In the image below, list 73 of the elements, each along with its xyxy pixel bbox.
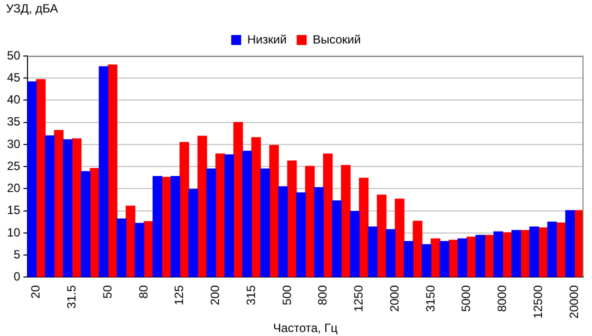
bar bbox=[108, 64, 118, 278]
x-tick-label: 800 bbox=[316, 284, 330, 306]
y-tick-label: 25 bbox=[6, 158, 21, 173]
bar bbox=[98, 66, 108, 278]
bar bbox=[368, 226, 378, 278]
x-tick-label: 2000 bbox=[387, 284, 402, 312]
y-tick-label: 5 bbox=[14, 247, 21, 262]
bar bbox=[36, 79, 46, 278]
bar bbox=[180, 142, 190, 278]
bar bbox=[511, 230, 522, 278]
x-tick-label: 315 bbox=[244, 284, 258, 306]
x-tick-label: 8000 bbox=[495, 284, 510, 312]
bar bbox=[242, 150, 252, 278]
x-tick-label: 200 bbox=[208, 284, 222, 306]
bar bbox=[233, 122, 243, 278]
bar bbox=[565, 210, 575, 278]
bar bbox=[44, 135, 55, 278]
bar bbox=[296, 192, 306, 278]
legend-label: Высокий bbox=[312, 32, 361, 46]
y-tick-label: 40 bbox=[6, 92, 21, 107]
bar bbox=[547, 222, 557, 278]
x-tick-label: 5000 bbox=[459, 284, 474, 312]
bar bbox=[278, 186, 288, 278]
bar bbox=[422, 244, 432, 278]
y-tick-label: 45 bbox=[6, 70, 21, 84]
bar bbox=[358, 178, 369, 278]
bar bbox=[152, 176, 162, 278]
x-tick-label: 20000 bbox=[566, 284, 581, 319]
x-axis-title: Частота, Гц bbox=[273, 321, 338, 336]
x-tick-label: 50 bbox=[100, 284, 114, 299]
bar bbox=[493, 231, 504, 278]
x-tick-label: 125 bbox=[172, 284, 186, 306]
y-tick-label: 30 bbox=[6, 136, 21, 151]
bar bbox=[188, 188, 198, 278]
y-tick-label: 35 bbox=[6, 114, 21, 129]
x-tick-label: 500 bbox=[280, 284, 294, 306]
bar bbox=[314, 187, 324, 278]
y-tick-label: 0 bbox=[14, 270, 21, 284]
bar bbox=[404, 241, 414, 278]
bar bbox=[332, 200, 342, 278]
bar bbox=[376, 194, 386, 278]
bar bbox=[206, 168, 216, 278]
bar bbox=[412, 220, 422, 278]
bar bbox=[170, 176, 180, 278]
bar bbox=[80, 171, 90, 278]
bar bbox=[529, 226, 539, 278]
bar bbox=[350, 210, 360, 278]
bar bbox=[116, 218, 126, 278]
legend-label: Низкий bbox=[247, 32, 287, 46]
y-axis-title: УЗД, дБА bbox=[6, 1, 58, 16]
x-tick-label: 20 bbox=[28, 284, 43, 299]
y-tick-label: 50 bbox=[6, 48, 21, 62]
bar bbox=[340, 164, 351, 278]
y-tick-label: 15 bbox=[6, 203, 21, 218]
bar bbox=[323, 153, 333, 278]
bar bbox=[224, 154, 234, 278]
x-tick-label: 31.5 bbox=[64, 284, 79, 309]
x-tick-label: 80 bbox=[136, 284, 150, 299]
bar bbox=[197, 136, 208, 278]
bar bbox=[440, 241, 450, 278]
x-tick-label: 12500 bbox=[530, 284, 545, 319]
bar bbox=[386, 229, 396, 278]
bar bbox=[62, 139, 73, 278]
bar bbox=[458, 238, 468, 278]
bar bbox=[476, 234, 486, 278]
y-tick-label: 10 bbox=[6, 225, 21, 240]
x-tick-label: 1250 bbox=[352, 284, 366, 312]
bar bbox=[134, 222, 144, 278]
bar bbox=[27, 81, 37, 278]
bar bbox=[394, 198, 404, 278]
x-tick-label: 3150 bbox=[423, 284, 438, 312]
bar bbox=[260, 168, 270, 278]
y-tick-label: 20 bbox=[6, 181, 21, 196]
